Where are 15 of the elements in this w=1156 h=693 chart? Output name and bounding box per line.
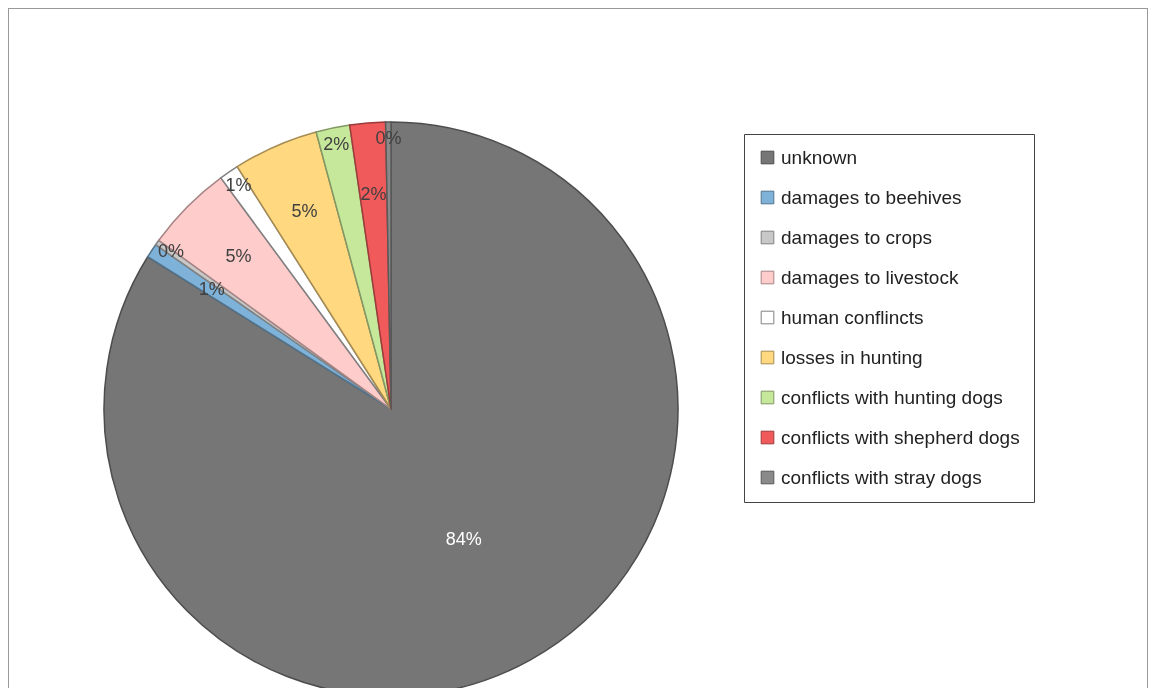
data-label: 0% — [158, 241, 185, 262]
data-label: 84% — [445, 529, 482, 550]
data-label: 5% — [291, 201, 318, 222]
legend-label: damages to livestock — [781, 266, 959, 288]
legend-label: human conflincts — [781, 306, 924, 328]
legend-label: losses in hunting — [781, 346, 923, 368]
legend-label: damages to crops — [781, 226, 933, 248]
legend-label: conflicts with stray dogs — [781, 466, 982, 488]
legend-label: unknown — [781, 146, 858, 168]
data-label: 2% — [323, 133, 350, 154]
legend-label: conflicts with shepherd dogs — [781, 426, 1020, 448]
legend-label: conflicts with hunting dogs — [781, 386, 1003, 408]
data-label: 5% — [225, 246, 252, 267]
data-label: 2% — [360, 183, 387, 204]
legend-label: damages to beehives — [781, 186, 962, 208]
